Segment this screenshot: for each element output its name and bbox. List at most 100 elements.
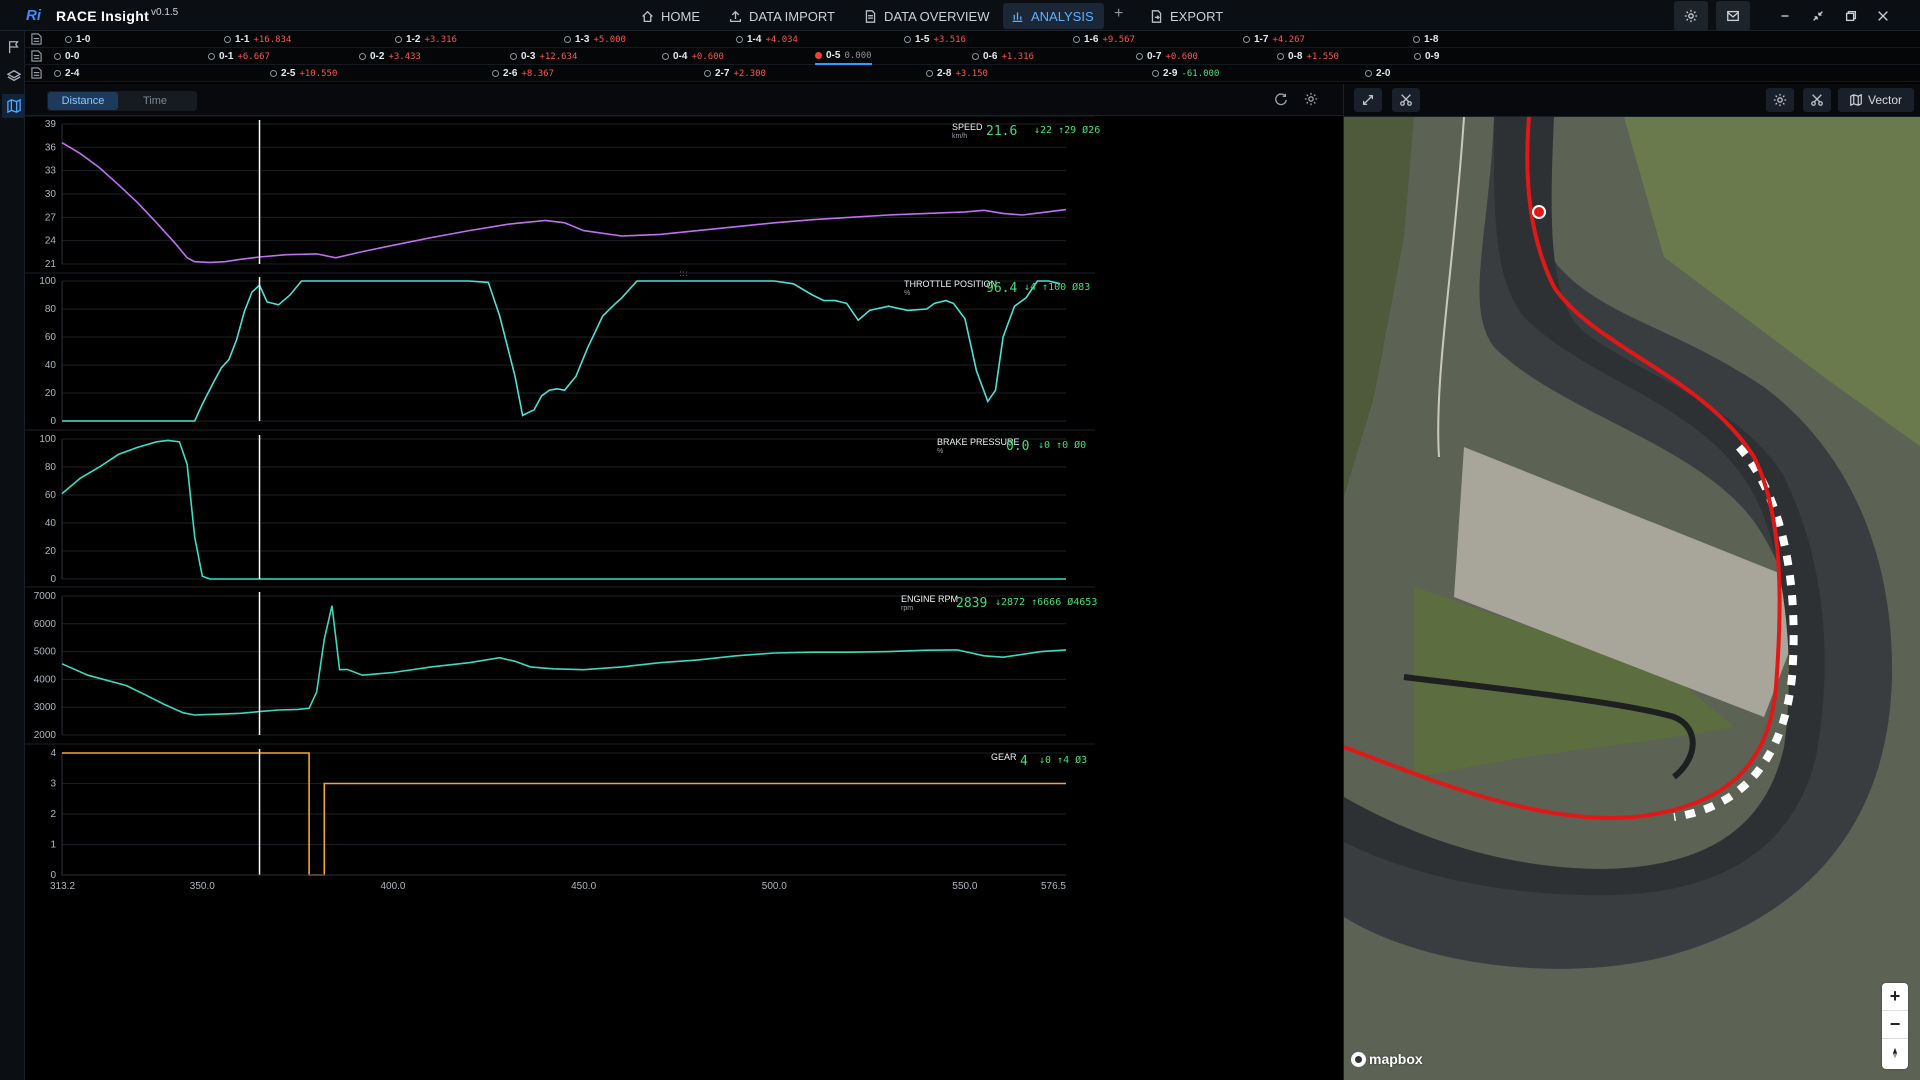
maximize-button[interactable] — [1834, 1, 1868, 31]
chart-throttle[interactable]: 0 20 40 60 80 100 THROTTLE POSITION% 96.4 ↓4 ↑10… — [25, 272, 1095, 427]
add-tab-button[interactable]: + — [1114, 5, 1124, 22]
chart-brake[interactable]: 0 20 40 60 80 100 BRAKE PRESSURE% 0.0 ↓0 ↑0 Ø0 — [25, 429, 1095, 585]
vector-map-button[interactable]: Vector — [1838, 88, 1914, 112]
zoom-out-button[interactable]: − — [1882, 1011, 1908, 1039]
lap-select-radio[interactable] — [926, 70, 933, 77]
lap-select-radio[interactable] — [972, 53, 979, 60]
distance-mode-button[interactable]: Distance — [48, 92, 118, 110]
x-tick-label: 313.2 — [50, 881, 75, 892]
map-cut-button-2[interactable] — [1803, 88, 1831, 112]
lap-select-radio[interactable] — [224, 36, 231, 43]
lap-select-radio[interactable] — [815, 52, 822, 59]
lap-item[interactable]: 1-3 +5.000 — [564, 31, 626, 48]
lap-select-radio[interactable] — [704, 70, 711, 77]
lap-item[interactable]: 0-5 0.000 — [815, 48, 872, 65]
lap-name: 0-8 — [1288, 51, 1303, 62]
lap-delta: +1.316 — [1001, 51, 1034, 62]
lap-item[interactable]: 1-0 — [65, 31, 94, 48]
axis-mode-toggle: Distance Time — [47, 91, 197, 111]
close-button[interactable] — [1866, 1, 1900, 31]
lap-item[interactable]: 1-8 — [1413, 31, 1442, 48]
lap-item[interactable]: 1-2 +3.316 — [395, 31, 457, 48]
lap-select-radio[interactable] — [1152, 70, 1159, 77]
lap-select-radio[interactable] — [662, 53, 669, 60]
lap-item[interactable]: 0-0 — [54, 48, 83, 65]
lap-item[interactable]: 0-9 — [1414, 48, 1443, 65]
chart-stats: ↓0 ↑0 Ø0 — [1038, 439, 1086, 451]
nav-export[interactable]: EXPORT — [1142, 3, 1231, 29]
lap-select-radio[interactable] — [395, 36, 402, 43]
lap-name: 1-0 — [76, 34, 91, 45]
lap-select-radio[interactable] — [564, 36, 571, 43]
lap-item[interactable]: 0-1 +6.667 — [208, 48, 270, 65]
lap-item[interactable]: 1-1 +16.834 — [224, 31, 291, 48]
lap-select-radio[interactable] — [736, 36, 743, 43]
lap-item[interactable]: 2-5 +10.550 — [270, 65, 337, 82]
lap-select-radio[interactable] — [1073, 36, 1080, 43]
lap-item[interactable]: 0-6 +1.316 — [972, 48, 1034, 65]
lap-select-radio[interactable] — [54, 53, 61, 60]
nav-data-overview[interactable]: DATA OVERVIEW — [856, 3, 997, 29]
lap-select-radio[interactable] — [1414, 53, 1421, 60]
lap-delta: +3.150 — [955, 68, 988, 79]
refresh-button[interactable] — [1274, 92, 1290, 108]
car-position-marker — [1532, 205, 1546, 219]
resize-handle[interactable]: ::: — [679, 269, 688, 279]
minimize-button[interactable] — [1768, 1, 1802, 31]
lap-select-radio[interactable] — [904, 36, 911, 43]
lap-select-radio[interactable] — [208, 53, 215, 60]
rail-laps-button[interactable] — [2, 35, 25, 59]
time-mode-button[interactable]: Time — [142, 95, 168, 107]
nav-home[interactable]: HOME — [633, 3, 708, 29]
gear-icon — [1773, 93, 1787, 107]
lap-item[interactable]: 1-6 +9.567 — [1073, 31, 1135, 48]
lap-item[interactable]: 2-6 +8.367 — [492, 65, 554, 82]
lap-item[interactable]: 0-3 +12.634 — [510, 48, 577, 65]
satellite-map[interactable] — [1344, 117, 1920, 1080]
lap-select-radio[interactable] — [1136, 53, 1143, 60]
lap-select-radio[interactable] — [1277, 53, 1284, 60]
chart-settings-button[interactable] — [1304, 92, 1320, 108]
lap-select-radio[interactable] — [270, 70, 277, 77]
series-line-brake — [61, 439, 1066, 580]
nav-analysis[interactable]: ANALYSIS — [1003, 3, 1104, 29]
lap-select-radio[interactable] — [54, 70, 61, 77]
map-settings-button[interactable] — [1766, 88, 1794, 112]
lap-delta: +16.834 — [253, 34, 292, 45]
series-line-rpm — [61, 605, 1067, 716]
lap-item[interactable]: 0-4 +0.600 — [662, 48, 724, 65]
settings-button[interactable] — [1674, 1, 1708, 31]
lap-item[interactable]: 2-7 +2.300 — [704, 65, 766, 82]
lap-item[interactable]: 0-7 +0.600 — [1136, 48, 1198, 65]
restore-button[interactable] — [1801, 1, 1835, 31]
lap-item[interactable]: 1-7 +4.267 — [1243, 31, 1305, 48]
rail-map-button[interactable] — [2, 94, 25, 118]
lap-select-radio[interactable] — [65, 36, 72, 43]
compass-button[interactable] — [1882, 1039, 1908, 1067]
zoom-in-button[interactable]: + — [1882, 983, 1908, 1011]
map-cut-button[interactable] — [1392, 88, 1420, 112]
lap-select-radio[interactable] — [1243, 36, 1250, 43]
mail-button[interactable] — [1716, 1, 1750, 31]
lap-item[interactable]: 1-4 +4.034 — [736, 31, 798, 48]
lap-select-radio[interactable] — [510, 53, 517, 60]
nav-data-import[interactable]: DATA IMPORT — [721, 3, 843, 29]
lap-select-radio[interactable] — [1365, 70, 1372, 77]
y-tick-label: 6000 — [34, 619, 57, 630]
lap-select-radio[interactable] — [359, 53, 366, 60]
lap-select-radio[interactable] — [1413, 36, 1420, 43]
lap-item[interactable]: 2-9 -61.000 — [1152, 65, 1219, 82]
lap-item[interactable]: 2-8 +3.150 — [926, 65, 988, 82]
lap-item[interactable]: 1-5 +3.516 — [904, 31, 966, 48]
lap-item[interactable]: 2-0 — [1365, 65, 1394, 82]
map-expand-button[interactable] — [1354, 88, 1382, 112]
lap-item[interactable]: 0-8 +1.550 — [1277, 48, 1339, 65]
lap-item[interactable]: 0-2 +3.433 — [359, 48, 421, 65]
lap-item[interactable]: 2-4 — [54, 65, 83, 82]
lap-select-radio[interactable] — [492, 70, 499, 77]
rail-layers-button[interactable] — [2, 64, 25, 88]
